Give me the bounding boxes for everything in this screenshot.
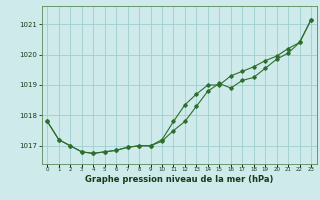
X-axis label: Graphe pression niveau de la mer (hPa): Graphe pression niveau de la mer (hPa) <box>85 175 273 184</box>
